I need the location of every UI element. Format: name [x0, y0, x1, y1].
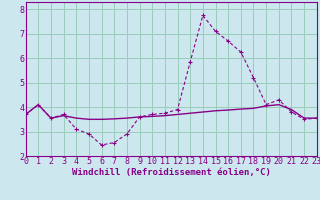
X-axis label: Windchill (Refroidissement éolien,°C): Windchill (Refroidissement éolien,°C) — [72, 168, 271, 177]
